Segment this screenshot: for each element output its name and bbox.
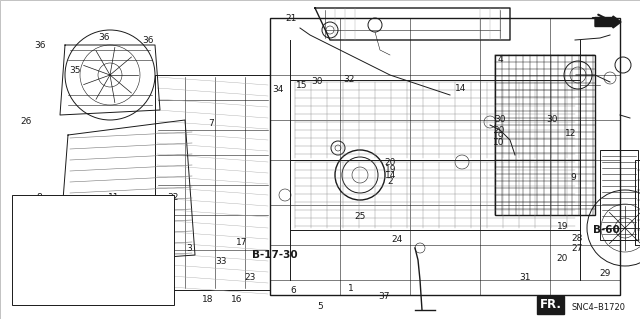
Text: B-60: B-60 [593, 225, 620, 235]
Text: 17: 17 [236, 238, 248, 247]
Text: 30: 30 [495, 115, 506, 124]
Text: 2: 2 [388, 177, 393, 186]
Text: 19: 19 [493, 132, 505, 141]
Text: SNC4–B1720: SNC4–B1720 [571, 303, 625, 313]
Text: 26: 26 [20, 117, 31, 126]
Bar [12, 195, 174, 305]
Text: 12: 12 [565, 130, 577, 138]
Text: 28: 28 [572, 234, 583, 243]
Text: 32: 32 [343, 75, 355, 84]
Text: 1: 1 [348, 284, 353, 293]
Text: 30: 30 [546, 115, 557, 124]
FancyArrow shape [595, 16, 621, 28]
Text: 20: 20 [493, 126, 505, 135]
Text: 34: 34 [273, 85, 284, 94]
Text: 20: 20 [556, 254, 568, 263]
Text: 31: 31 [519, 273, 531, 282]
Text: 4: 4 [498, 56, 503, 64]
Text: 36: 36 [34, 41, 45, 50]
Text: 5: 5 [317, 302, 323, 311]
Text: 25: 25 [354, 212, 365, 221]
Text: 36: 36 [143, 36, 154, 45]
Text: 21: 21 [285, 14, 297, 23]
Bar [635, 160, 640, 245]
Text: 9: 9 [570, 173, 575, 182]
Text: 30: 30 [311, 77, 323, 86]
Text: 3: 3 [186, 244, 191, 253]
Text: 20: 20 [385, 158, 396, 167]
Text: 24: 24 [391, 235, 403, 244]
Bar [495, 55, 595, 215]
Text: B-61: B-61 [79, 284, 106, 294]
Text: 37: 37 [378, 292, 390, 301]
Text: 27: 27 [572, 244, 583, 253]
Text: 33: 33 [215, 257, 227, 266]
Text: FR.: FR. [540, 298, 561, 311]
Bar [270, 18, 620, 295]
Text: 11: 11 [108, 193, 120, 202]
Text: 10: 10 [493, 138, 505, 147]
Text: 16: 16 [231, 295, 243, 304]
Text: 14: 14 [385, 171, 396, 180]
Bar [600, 150, 638, 240]
Text: 22: 22 [127, 283, 139, 292]
Text: 23: 23 [244, 273, 255, 282]
Text: 13: 13 [70, 292, 81, 301]
Text: 14: 14 [455, 84, 467, 93]
Text: 7: 7 [209, 119, 214, 128]
Text: 19: 19 [385, 165, 396, 174]
Text: 8: 8 [37, 193, 42, 202]
Text: B-17-30: B-17-30 [252, 250, 298, 260]
Text: 6: 6 [291, 286, 296, 295]
Text: 18: 18 [202, 295, 214, 304]
Text: 36: 36 [98, 33, 109, 42]
Text: 35: 35 [70, 66, 81, 75]
Text: 32: 32 [28, 225, 40, 234]
Text: 29: 29 [600, 269, 611, 278]
Text: 30: 30 [15, 275, 27, 284]
Text: 32: 32 [167, 193, 179, 202]
Text: 15: 15 [296, 81, 308, 90]
Text: 19: 19 [557, 222, 569, 231]
